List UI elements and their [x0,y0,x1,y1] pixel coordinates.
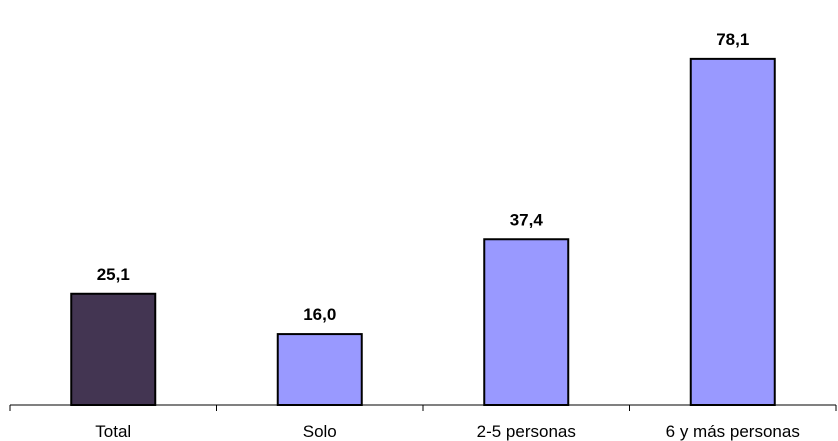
x-axis-ticks [9,405,837,411]
category-labels-group: Total Solo 2-5 personas 6 y más personas [95,422,800,441]
category-label: Total [95,422,131,441]
category-label: Solo [303,422,337,441]
value-label: 25,1 [97,265,130,284]
value-label: 16,0 [303,305,336,324]
value-label: 37,4 [510,210,544,229]
bar-solo [276,333,363,406]
bar-total [70,292,157,406]
bar-2-5-personas [483,238,570,406]
bars-group [70,57,776,406]
bar-6-y-más-personas [689,57,776,406]
value-label: 78,1 [716,30,749,49]
category-label: 2-5 personas [477,422,576,441]
category-label: 6 y más personas [666,422,800,441]
value-labels-group: 25,1 16,0 37,4 78,1 [97,30,750,324]
